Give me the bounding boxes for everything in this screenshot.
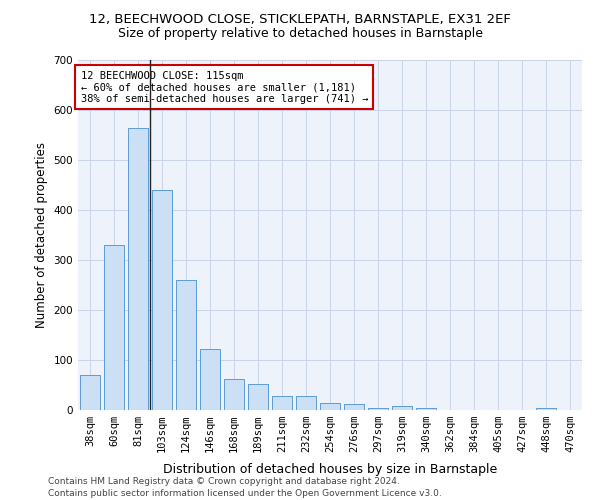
Bar: [296, 396, 316, 410]
Bar: [104, 245, 124, 410]
Text: 12 BEECHWOOD CLOSE: 115sqm
← 60% of detached houses are smaller (1,181)
38% of s: 12 BEECHWOOD CLOSE: 115sqm ← 60% of deta…: [80, 70, 368, 104]
Bar: [128, 128, 148, 410]
Bar: [248, 384, 268, 410]
Bar: [392, 406, 412, 410]
Bar: [176, 280, 196, 410]
Text: 12, BEECHWOOD CLOSE, STICKLEPATH, BARNSTAPLE, EX31 2EF: 12, BEECHWOOD CLOSE, STICKLEPATH, BARNST…: [89, 12, 511, 26]
Bar: [224, 378, 244, 410]
Bar: [80, 375, 100, 410]
Text: Contains HM Land Registry data © Crown copyright and database right 2024.
Contai: Contains HM Land Registry data © Crown c…: [48, 476, 442, 498]
Y-axis label: Number of detached properties: Number of detached properties: [35, 142, 48, 328]
Bar: [200, 348, 220, 410]
Bar: [536, 408, 556, 410]
Bar: [272, 396, 292, 410]
Bar: [416, 408, 436, 410]
Bar: [320, 402, 340, 410]
Bar: [152, 190, 172, 410]
X-axis label: Distribution of detached houses by size in Barnstaple: Distribution of detached houses by size …: [163, 464, 497, 476]
Bar: [368, 408, 388, 410]
Text: Size of property relative to detached houses in Barnstaple: Size of property relative to detached ho…: [118, 28, 482, 40]
Bar: [344, 404, 364, 410]
